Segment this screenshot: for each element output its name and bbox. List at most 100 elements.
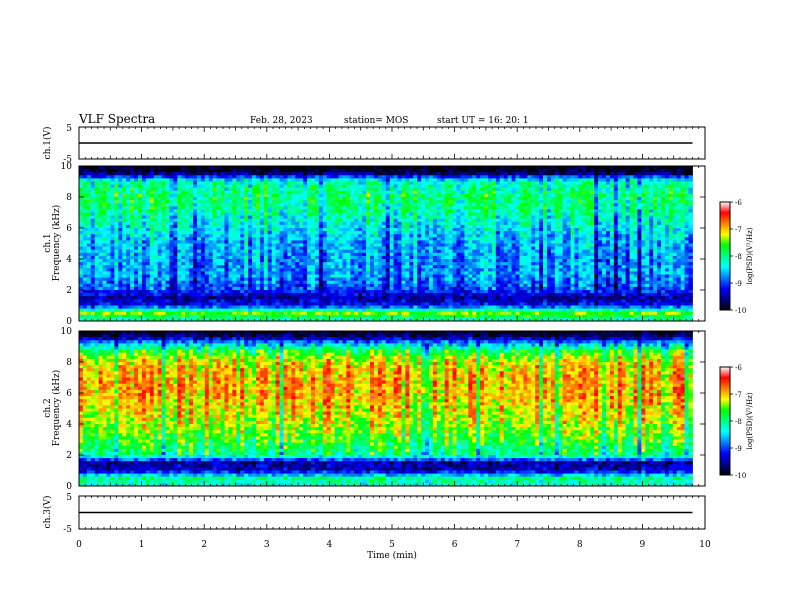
- spectrogram-cell: [196, 218, 202, 223]
- spectrogram-cell: [625, 187, 630, 192]
- spectrogram-cell: [208, 172, 214, 176]
- spectrogram-cell: [271, 172, 277, 176]
- spectrogram-cell: [373, 224, 379, 229]
- spectrogram-cell: [248, 246, 253, 251]
- spectrogram-cell: [562, 203, 568, 207]
- spectrogram-cell: [598, 200, 603, 204]
- spectrogram-cell: [684, 212, 689, 216]
- spectrogram-cell: [338, 212, 343, 216]
- spectrogram-cell: [688, 221, 693, 226]
- spectrogram-cell: [212, 187, 218, 192]
- spectrogram-cell: [165, 249, 170, 254]
- spectrogram-cell: [444, 169, 450, 173]
- spectrogram-cell: [177, 243, 182, 247]
- spectrogram-cell: [405, 206, 410, 210]
- spectrogram-cell: [480, 218, 485, 223]
- spectrogram-cell: [200, 187, 206, 192]
- spectrogram-cell: [507, 255, 512, 260]
- spectrogram-cell: [495, 203, 501, 207]
- spectrogram-cell: [165, 206, 170, 210]
- spectrogram-cell: [480, 252, 485, 257]
- spectrogram-cell: [413, 252, 418, 257]
- spectrogram-cell: [98, 169, 103, 173]
- spectrogram-cell: [130, 255, 135, 260]
- spectrogram-cell: [255, 246, 261, 251]
- spectrogram-cell: [295, 252, 300, 257]
- spectrogram-cell: [86, 190, 92, 195]
- spectrogram-cell: [661, 166, 666, 170]
- spectrogram-cell: [122, 172, 127, 176]
- spectrogram-cell: [173, 200, 178, 204]
- spectrogram-cell: [578, 255, 583, 260]
- spectrogram-cell: [322, 190, 328, 195]
- spectrogram-cell: [220, 240, 225, 244]
- spectrogram-cell: [126, 203, 131, 207]
- spectrogram-cell: [354, 231, 359, 235]
- spectrogram-cell: [98, 243, 103, 247]
- spectrogram-cell: [468, 178, 473, 182]
- spectrogram-cell: [543, 187, 548, 192]
- spectrogram-cell: [79, 255, 84, 260]
- spectrogram-cell: [161, 166, 166, 170]
- spectrogram-cell: [216, 234, 221, 238]
- spectrogram-cell: [373, 169, 379, 173]
- spectrogram-cell: [98, 231, 103, 235]
- spectrogram-cell: [566, 187, 571, 192]
- spectrogram-cell: [307, 231, 312, 235]
- spectrogram-cell: [122, 175, 127, 179]
- spectrogram-cell: [86, 166, 92, 170]
- spectrogram-cell: [169, 246, 174, 251]
- spectrogram-cell: [421, 209, 426, 213]
- spectrogram-cell: [393, 200, 398, 204]
- spectrogram-cell: [429, 212, 434, 216]
- spectrogram-cell: [491, 262, 497, 266]
- spectrogram-cell: [405, 231, 410, 235]
- spectrogram-cell: [535, 193, 540, 198]
- spectrogram-cell: [161, 243, 166, 247]
- spectrogram-cell: [476, 166, 481, 170]
- spectrogram-cell: [130, 228, 135, 232]
- spectrogram-cell: [196, 262, 202, 266]
- spectrogram-cell: [86, 193, 92, 198]
- spectrogram-cell: [633, 259, 638, 263]
- spectrogram-cell: [311, 203, 316, 207]
- spectrogram-cell: [220, 209, 225, 213]
- spectrogram-cell: [263, 206, 269, 210]
- spectrogram-cell: [397, 249, 402, 254]
- spectrogram-cell: [440, 255, 446, 260]
- spectrogram-cell: [299, 206, 304, 210]
- spectrogram-cell: [385, 172, 391, 176]
- spectrogram-cell: [299, 215, 304, 220]
- spectrogram-cell: [444, 259, 450, 263]
- spectrogram-cell: [484, 224, 489, 229]
- spectrogram-cell: [668, 166, 674, 170]
- spectrogram-cell: [212, 181, 218, 185]
- spectrogram-cell: [370, 172, 375, 176]
- spectrogram-cell: [82, 215, 88, 220]
- spectrogram-cell: [543, 237, 548, 241]
- spectrogram-cell: [578, 193, 583, 198]
- spectrogram-cell: [487, 246, 493, 251]
- spectrogram-cell: [507, 181, 512, 185]
- spectrogram-cell: [122, 218, 127, 223]
- spectrogram-cell: [236, 175, 241, 179]
- spectrogram-cell: [79, 209, 84, 213]
- spectrogram-cell: [550, 193, 556, 198]
- spectrogram-cell: [527, 197, 532, 201]
- spectrogram-cell: [594, 184, 599, 189]
- spectrogram-cell: [255, 181, 261, 185]
- spectrogram-cell: [118, 249, 123, 254]
- spectrogram-cell: [358, 228, 363, 232]
- spectrogram-cell: [676, 221, 682, 226]
- spectrogram-cell: [543, 203, 548, 207]
- spectrogram-cell: [311, 237, 316, 241]
- spectrogram-cell: [126, 166, 131, 170]
- spectrogram-cell: [169, 184, 174, 189]
- spectrogram-cell: [429, 172, 434, 176]
- spectrogram-cell: [314, 231, 320, 235]
- spectrogram-cell: [617, 187, 623, 192]
- spectrogram-cell: [279, 234, 284, 238]
- spectrogram-cell: [373, 184, 379, 189]
- spectrogram-cell: [338, 197, 343, 201]
- spectrogram-cell: [637, 259, 642, 263]
